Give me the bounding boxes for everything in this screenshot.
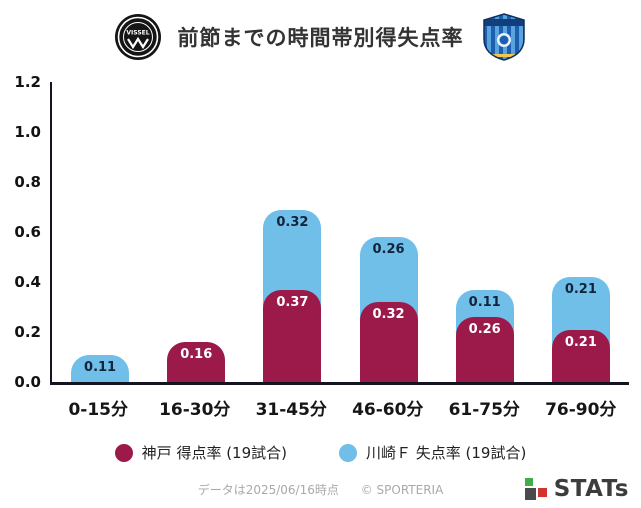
- x-axis-labels: 0-15分 16-30分 31-45分 46-60分 61-75分 76-90分: [50, 395, 629, 420]
- bar-group: 0.11 0.26: [455, 82, 514, 382]
- kawasaki-frontale-logo: [480, 13, 528, 61]
- y-tick-label: 1.2: [14, 73, 41, 91]
- bar-segment-kobe: [167, 342, 226, 382]
- bar-value-label-kawasaki: 0.32: [276, 214, 309, 230]
- bar-value-label-kawasaki: 0.11: [84, 359, 117, 375]
- bar-segment-kobe: [359, 302, 418, 382]
- legend-item-kawasaki: 川崎Ｆ 失点率 (19試合): [339, 442, 526, 463]
- stats-brand: STATs: [523, 476, 629, 502]
- x-category-label: 46-60分: [352, 400, 424, 420]
- y-axis: 0.0 0.2 0.4 0.6 0.8 1.0 1.2: [6, 73, 50, 391]
- copyright-text: © SPORTERIA: [360, 483, 444, 497]
- kawasaki-color-marker: [339, 443, 357, 462]
- stats-logo-icon: [524, 478, 547, 500]
- legend-label-kobe: 神戸 得点率 (19試合): [141, 444, 287, 462]
- vissel-kobe-logo: VISSEL: [114, 13, 162, 61]
- bar-group: 0.21 0.21: [551, 82, 610, 382]
- kobe-color-marker: [114, 443, 133, 462]
- y-tick-label: 0.0: [14, 373, 41, 391]
- bar-value-label-kobe: 0.26: [468, 322, 501, 337]
- footer: データは2025/06/16時点 © SPORTERIA: [0, 481, 641, 498]
- kawasaki-frontale-crest-icon: [482, 13, 525, 61]
- vissel-kobe-crest-icon: VISSEL: [114, 14, 161, 60]
- legend: 神戸 得点率 (19試合) 川崎Ｆ 失点率 (19試合): [0, 442, 641, 463]
- y-tick-label: 0.4: [14, 273, 41, 291]
- y-tick-label: 0.8: [14, 173, 41, 191]
- bar-segment-kobe: [551, 329, 610, 382]
- x-category-label: 61-75分: [448, 400, 520, 420]
- y-tick-label: 0.6: [14, 223, 41, 241]
- bar-value-label-kobe: 0.16: [180, 347, 213, 362]
- x-category-label: 16-30分: [159, 400, 231, 420]
- bar-segment-kobe: [455, 317, 514, 382]
- x-category-label: 0-15分: [68, 400, 129, 420]
- bar-value-label-kobe: 0.21: [564, 334, 597, 350]
- bar-value-label-kobe: 0.32: [372, 307, 405, 322]
- svg-text:VISSEL: VISSEL: [126, 30, 149, 37]
- legend-item-kobe: 神戸 得点率 (19試合): [114, 442, 287, 463]
- x-category-label: 76-90分: [545, 400, 617, 420]
- bar-value-label-kobe: 0.37: [276, 294, 309, 310]
- page-title: 前節までの時間帯別得失点率: [177, 26, 464, 50]
- legend-label-kawasaki: 川崎Ｆ 失点率 (19試合): [366, 444, 527, 462]
- bar-group: 0.16: [167, 82, 226, 382]
- plot-area: 0.11 0.16 0.32 0.37 0.26 0.32 0.11 0.26 0.21 0.21: [50, 82, 629, 385]
- bar-group: 0.26 0.32: [359, 82, 418, 382]
- bar-segment-kobe: [263, 289, 322, 382]
- bar-group: 0.32 0.37: [263, 82, 322, 382]
- header: VISSEL 前節までの時間帯別得失点率: [0, 0, 641, 64]
- bar-value-label-kawasaki: 0.26: [372, 242, 405, 257]
- stats-logo-text: STATs: [553, 476, 629, 502]
- bar-group: 0.11: [71, 82, 130, 382]
- chart: 0.0 0.2 0.4 0.6 0.8 1.0 1.2 0.11 0.16 0.32 0.37 0.…: [6, 73, 629, 391]
- bar-segment-kawasaki: [71, 354, 130, 382]
- x-category-label: 31-45分: [255, 400, 327, 420]
- y-tick-label: 1.0: [14, 123, 41, 141]
- y-tick-label: 0.2: [14, 323, 41, 341]
- bar-value-label-kawasaki: 0.11: [468, 294, 501, 310]
- bar-value-label-kawasaki: 0.21: [564, 282, 597, 297]
- data-date-note: データは2025/06/16時点: [197, 483, 339, 497]
